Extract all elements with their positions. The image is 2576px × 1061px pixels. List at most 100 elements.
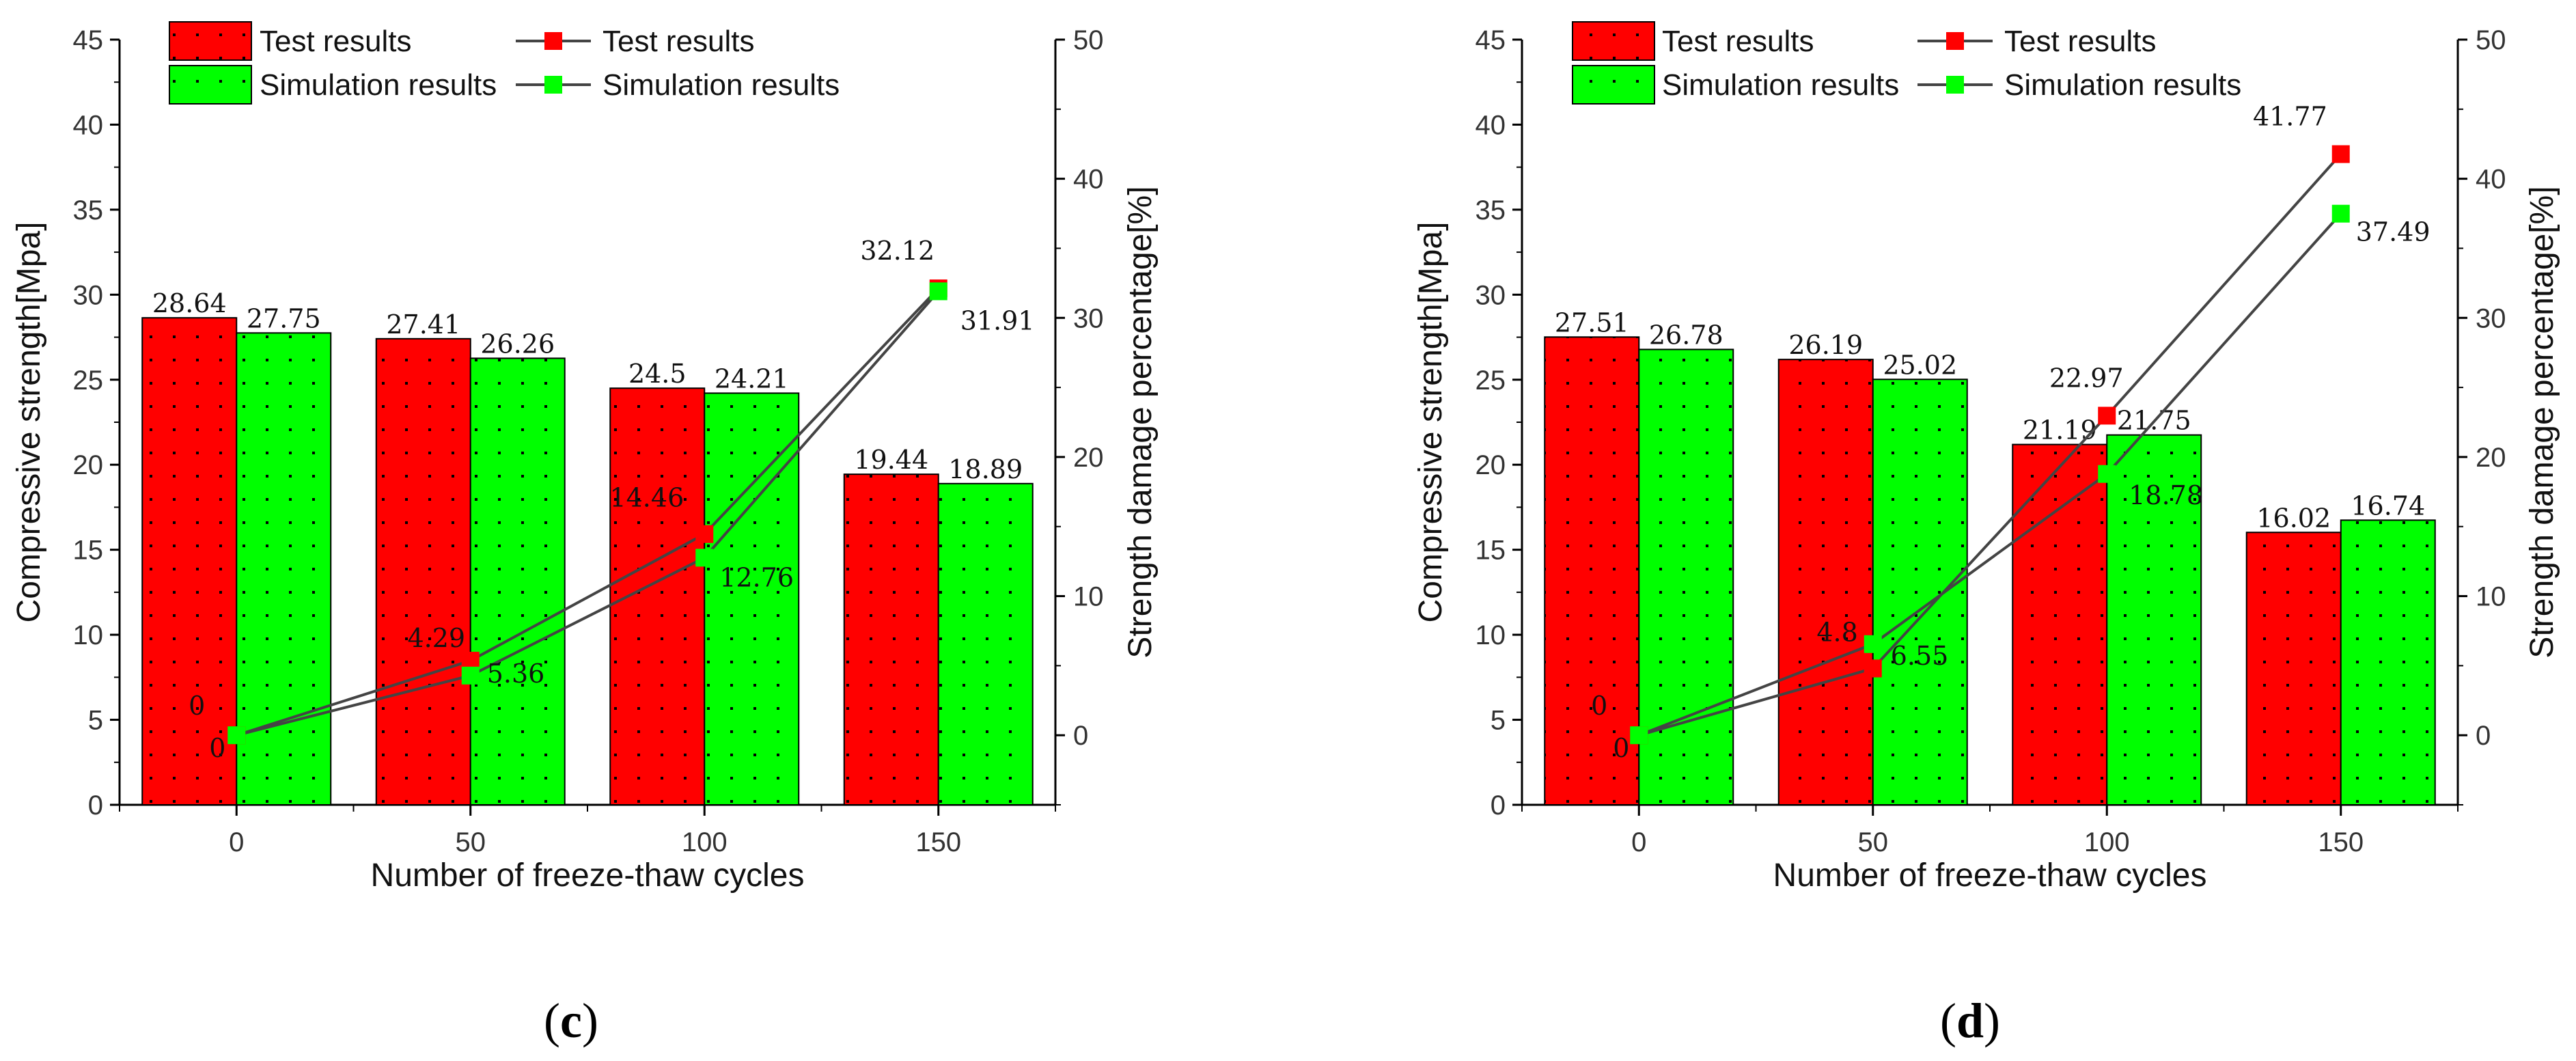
right-y-tick-label: 30 (1073, 303, 1104, 333)
left-y-tick-label: 0 (88, 790, 103, 821)
test-damage-value-label: 14.46 (609, 483, 684, 513)
legend-test-line-label: Test results (2004, 25, 2157, 58)
left-y-tick-label: 45 (73, 25, 104, 55)
panel-caption-d: (d) (1940, 993, 2000, 1048)
right-y-tick-label: 10 (1073, 582, 1104, 612)
right-y-tick-label: 0 (1073, 721, 1088, 751)
left-y-tick-label: 45 (1476, 25, 1506, 55)
left-y-tick-label: 35 (73, 195, 104, 225)
right-y-tick-label: 20 (2476, 443, 2506, 473)
left-y-tick-label: 35 (1476, 195, 1506, 225)
test-bar-value-label: 19.44 (854, 445, 928, 475)
test-bar-value-label: 27.41 (386, 309, 460, 340)
simulation-bar-value-label: 25.02 (1883, 350, 1957, 380)
simulation-damage-value-label: 12.76 (719, 562, 794, 592)
test-damage-marker (461, 652, 480, 670)
x-tick-label: 0 (1631, 827, 1646, 857)
test-result-bar (2012, 443, 2108, 805)
right-y-tick-label: 40 (1073, 165, 1104, 195)
simulation-damage-marker (2098, 465, 2116, 483)
test-damage-marker (1864, 659, 1882, 678)
legend-test-line-marker (544, 32, 562, 50)
chart-panel-c: 0 5 10 15 20 25 30 35 40 45 0 10 20 30 40 50 0 50 100 150 Nu… (11, 21, 1159, 894)
test-bar-value-label: 27.51 (1555, 307, 1629, 337)
test-result-bar (843, 473, 939, 805)
right-y-tick-label: 40 (2476, 165, 2506, 195)
x-tick-label: 50 (1858, 827, 1889, 857)
simulation-damage-line (1638, 212, 2342, 737)
legend-simulation-line-label: Simulation results (603, 68, 840, 102)
simulation-damage-marker (1864, 635, 1882, 653)
legend-simulation-line-marker (544, 76, 562, 94)
test-damage-line (236, 287, 940, 737)
test-damage-marker (2098, 407, 2116, 425)
panel-caption-c: (c) (544, 993, 598, 1048)
simulation-result-bar (1638, 348, 1734, 805)
test-damage-marker (695, 525, 714, 543)
simulation-result-bar (236, 332, 332, 806)
simulation-result-bar (1872, 378, 1968, 805)
test-result-bar (375, 337, 471, 806)
simulation-bar-value-label: 16.74 (2351, 491, 2425, 521)
legend-simulation-bar-swatch (1572, 65, 1655, 105)
legend-test-bar-swatch (169, 21, 252, 61)
simulation-damage-value-label: 6.55 (1891, 641, 1949, 671)
left-y-tick-label: 40 (73, 110, 104, 140)
test-damage-value-label: 41.77 (2253, 102, 2327, 132)
left-y-tick-label: 10 (1476, 620, 1506, 650)
simulation-damage-value-label: 31.91 (960, 305, 1035, 335)
left-y-tick-label: 40 (1476, 110, 1506, 140)
simulation-damage-value-label: 4.29 (407, 623, 465, 653)
left-y-tick-label: 30 (73, 280, 104, 310)
x-tick-label: 50 (456, 827, 486, 857)
simulation-result-bar (469, 357, 566, 805)
test-result-bar (2245, 532, 2342, 806)
left-y-axis-title: Compressive strength[Mpa] (1413, 222, 1449, 623)
right-y-axis-title: Strength damage percentage[%] (1122, 186, 1159, 658)
test-damage-value-label: 0 (1591, 691, 1607, 721)
test-damage-value-label: 0 (189, 691, 205, 721)
left-y-axis-title: Compressive strength[Mpa] (11, 222, 47, 623)
simulation-damage-marker (227, 726, 246, 745)
simulation-damage-marker (695, 549, 714, 567)
legend-simulation-line-marker (1946, 76, 1964, 94)
test-bar-value-label: 24.5 (628, 359, 687, 389)
simulation-damage-marker (1630, 726, 1648, 745)
legend-test-bar-label: Test results (1662, 25, 1814, 58)
simulation-damage-value-label: 0 (1613, 733, 1629, 763)
left-y-tick-label: 15 (1476, 536, 1506, 566)
simulation-result-bar (704, 392, 800, 805)
test-result-bar (609, 387, 706, 805)
test-result-bar (1777, 359, 1874, 805)
test-damage-value-label: 22.97 (2049, 363, 2124, 393)
test-damage-line (1638, 153, 2342, 737)
x-axis-title: Number of freeze-thaw cycles (1773, 857, 2207, 894)
right-y-tick-label: 50 (1073, 25, 1104, 55)
right-y-axis-title: Strength damage percentage[%] (2524, 186, 2560, 658)
simulation-damage-line (236, 290, 940, 737)
chart-panel-d: 0 5 10 15 20 25 30 35 40 45 0 10 20 30 40 50 0 50 100 150 Nu… (1413, 21, 2560, 894)
simulation-bar-value-label: 18.89 (948, 454, 1023, 484)
test-bar-value-label: 26.19 (1788, 330, 1863, 360)
test-damage-value-label: 4.8 (1816, 617, 1857, 647)
left-y-tick-label: 10 (73, 620, 104, 650)
simulation-bar-value-label: 27.75 (247, 303, 321, 333)
legend-test-line-label: Test results (603, 25, 755, 58)
test-bar-value-label: 28.64 (152, 288, 227, 318)
left-y-tick-label: 25 (1476, 366, 1506, 396)
right-y-tick-label: 30 (2476, 303, 2506, 333)
left-y-tick-label: 5 (1491, 706, 1506, 736)
test-result-bar (141, 317, 238, 805)
simulation-result-bar (2340, 519, 2436, 805)
legend-simulation-bar-label: Simulation results (260, 68, 497, 102)
legend-test-bar-swatch (1572, 21, 1655, 61)
x-tick-label: 150 (915, 827, 961, 857)
left-y-tick-label: 20 (1476, 450, 1506, 480)
legend-simulation-line-label: Simulation results (2004, 68, 2241, 102)
simulation-damage-value-label: 0 (209, 733, 225, 763)
simulation-damage-value-label: 37.49 (2356, 217, 2430, 247)
legend-test-line-marker (1946, 32, 1964, 50)
x-tick-label: 150 (2318, 827, 2364, 857)
right-y-tick-label: 10 (2476, 582, 2506, 612)
